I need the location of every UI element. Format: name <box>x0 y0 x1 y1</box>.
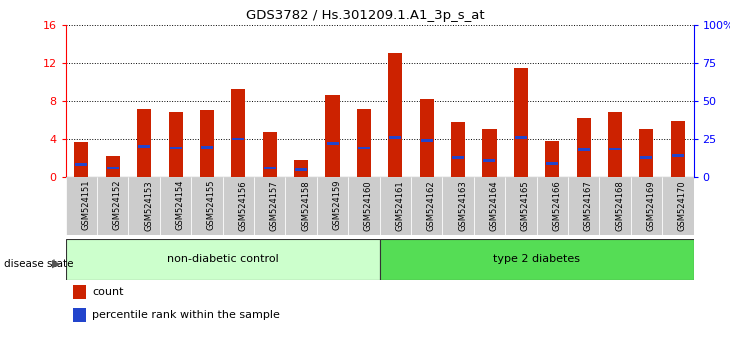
Bar <box>388 53 402 177</box>
Bar <box>294 160 308 177</box>
Bar <box>452 156 464 159</box>
Bar <box>380 177 411 235</box>
Bar <box>169 147 182 149</box>
Text: GSM524165: GSM524165 <box>521 180 530 230</box>
Bar <box>451 122 465 177</box>
Bar <box>631 177 662 235</box>
Bar <box>137 108 151 177</box>
Bar <box>599 177 631 235</box>
Text: GSM524151: GSM524151 <box>82 180 91 230</box>
Bar <box>74 142 88 177</box>
Text: GSM524161: GSM524161 <box>396 180 404 230</box>
Bar <box>546 162 558 165</box>
Bar <box>515 136 527 139</box>
Text: GSM524153: GSM524153 <box>145 180 153 230</box>
Bar <box>200 110 214 177</box>
Text: non-diabetic control: non-diabetic control <box>166 254 279 264</box>
Bar <box>474 177 505 235</box>
Text: GSM524166: GSM524166 <box>553 180 561 231</box>
Bar <box>639 130 653 177</box>
Bar <box>672 154 684 157</box>
Bar <box>231 88 245 177</box>
Bar <box>66 177 97 235</box>
Text: GSM524157: GSM524157 <box>270 180 279 230</box>
Text: GSM524158: GSM524158 <box>301 180 310 230</box>
Text: GSM524167: GSM524167 <box>584 180 593 231</box>
Text: GSM524170: GSM524170 <box>677 180 687 230</box>
Bar <box>357 109 371 177</box>
Bar <box>138 145 150 148</box>
Bar <box>545 141 559 177</box>
Bar <box>568 177 599 235</box>
Bar <box>608 112 622 177</box>
Bar <box>160 177 191 235</box>
Text: disease state: disease state <box>4 259 73 269</box>
Bar <box>223 177 254 235</box>
Text: GSM524168: GSM524168 <box>615 180 624 231</box>
Bar <box>191 177 223 235</box>
Bar <box>609 148 621 150</box>
Text: GSM524164: GSM524164 <box>490 180 499 230</box>
Text: GSM524160: GSM524160 <box>364 180 373 230</box>
Text: GSM524156: GSM524156 <box>238 180 247 230</box>
Bar <box>442 177 474 235</box>
Bar <box>420 99 434 177</box>
Text: GSM524162: GSM524162 <box>427 180 436 230</box>
Bar <box>295 168 307 171</box>
Bar <box>577 118 591 177</box>
Bar <box>66 239 380 280</box>
Bar <box>420 139 433 142</box>
Bar <box>107 166 119 169</box>
Bar <box>358 147 370 149</box>
Bar <box>537 177 568 235</box>
Bar <box>514 68 528 177</box>
Bar <box>106 156 120 177</box>
Bar <box>169 112 182 177</box>
Bar <box>75 164 88 166</box>
Bar <box>662 177 694 235</box>
Bar <box>264 166 276 169</box>
Bar <box>326 95 339 177</box>
Bar <box>348 177 380 235</box>
Bar <box>128 177 160 235</box>
Bar <box>285 177 317 235</box>
Bar <box>389 136 402 139</box>
Text: GSM524163: GSM524163 <box>458 180 467 231</box>
Text: GDS3782 / Hs.301209.1.A1_3p_s_at: GDS3782 / Hs.301209.1.A1_3p_s_at <box>246 9 484 22</box>
Bar <box>577 148 590 151</box>
Bar <box>671 121 685 177</box>
Bar <box>483 130 496 177</box>
Text: percentile rank within the sample: percentile rank within the sample <box>92 310 280 320</box>
Bar <box>263 132 277 177</box>
Text: type 2 diabetes: type 2 diabetes <box>493 254 580 264</box>
Bar <box>317 177 348 235</box>
Bar <box>380 239 694 280</box>
Text: GSM524154: GSM524154 <box>175 180 185 230</box>
Text: GSM524169: GSM524169 <box>647 180 656 230</box>
Bar <box>254 177 285 235</box>
Text: GSM524155: GSM524155 <box>207 180 216 230</box>
Bar <box>483 159 496 161</box>
Bar <box>232 138 245 140</box>
Text: count: count <box>92 287 123 297</box>
Bar <box>640 156 653 159</box>
Bar <box>411 177 442 235</box>
Bar <box>326 142 339 145</box>
Text: GSM524159: GSM524159 <box>332 180 342 230</box>
Text: ▶: ▶ <box>52 259 61 269</box>
Bar <box>97 177 128 235</box>
Bar <box>505 177 537 235</box>
Text: GSM524152: GSM524152 <box>113 180 122 230</box>
Bar <box>201 146 213 149</box>
